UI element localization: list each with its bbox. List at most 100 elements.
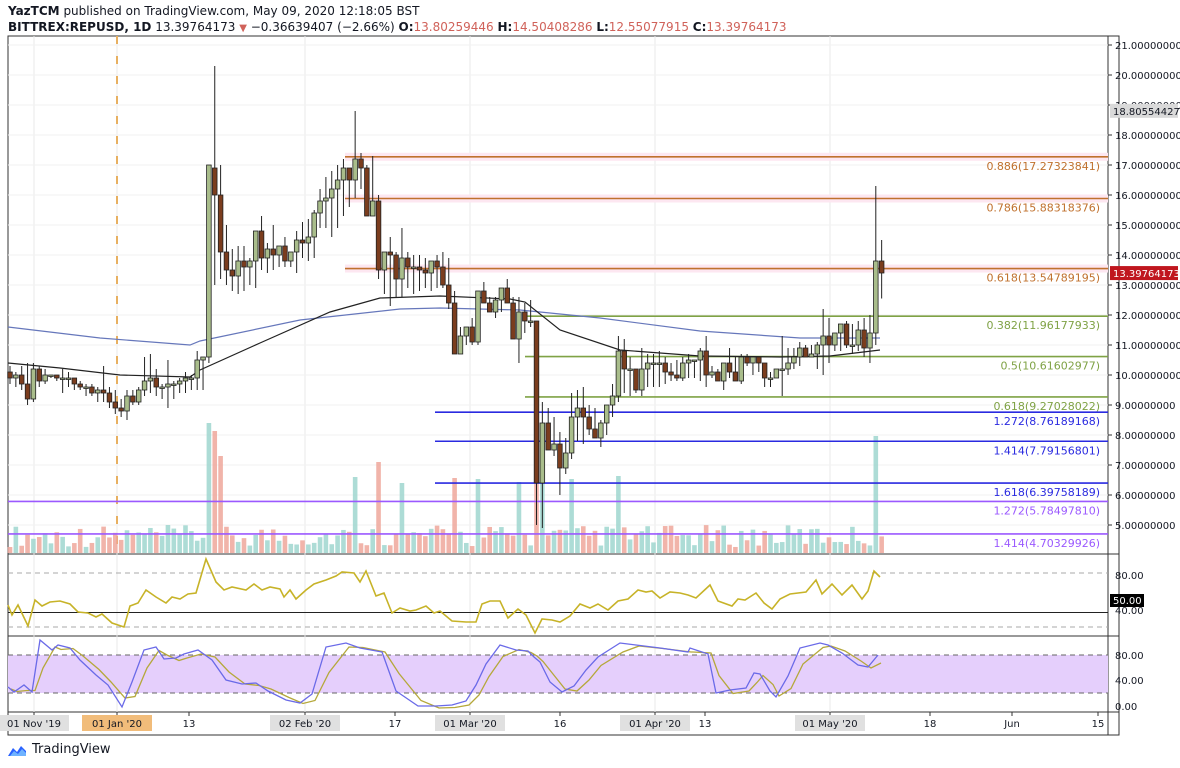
candle[interactable] bbox=[861, 329, 867, 349]
candle[interactable] bbox=[77, 383, 83, 388]
candle[interactable] bbox=[832, 332, 838, 346]
candle[interactable] bbox=[171, 383, 177, 386]
candle[interactable] bbox=[410, 266, 417, 269]
candle[interactable] bbox=[797, 347, 803, 358]
candle[interactable] bbox=[680, 362, 686, 379]
candle[interactable] bbox=[808, 353, 815, 358]
candle[interactable] bbox=[849, 344, 856, 347]
candle[interactable] bbox=[838, 323, 844, 334]
candle[interactable] bbox=[118, 407, 124, 412]
candle[interactable] bbox=[779, 368, 785, 371]
candle[interactable] bbox=[229, 269, 235, 277]
candle[interactable] bbox=[7, 371, 13, 379]
candle[interactable] bbox=[691, 359, 698, 362]
candle[interactable] bbox=[334, 179, 341, 190]
candle[interactable] bbox=[36, 368, 42, 382]
candle[interactable] bbox=[732, 371, 739, 382]
candle[interactable] bbox=[311, 212, 317, 238]
candle[interactable] bbox=[381, 251, 388, 271]
candle[interactable] bbox=[463, 326, 469, 337]
candle[interactable] bbox=[217, 194, 224, 253]
candle[interactable] bbox=[598, 422, 604, 439]
candle[interactable] bbox=[206, 164, 212, 358]
candle[interactable] bbox=[247, 260, 253, 268]
candle[interactable] bbox=[323, 197, 329, 202]
candle[interactable] bbox=[364, 167, 370, 217]
candle[interactable] bbox=[24, 383, 31, 400]
candle[interactable] bbox=[305, 236, 312, 244]
candle[interactable] bbox=[604, 404, 610, 424]
candle[interactable] bbox=[761, 362, 768, 379]
candle[interactable] bbox=[30, 368, 37, 400]
candle[interactable] bbox=[674, 374, 680, 379]
candle[interactable] bbox=[662, 362, 668, 373]
candle[interactable] bbox=[469, 326, 475, 343]
candle[interactable] bbox=[358, 158, 364, 169]
candle[interactable] bbox=[633, 368, 639, 391]
candle[interactable] bbox=[767, 377, 774, 380]
candle[interactable] bbox=[738, 356, 744, 382]
candle[interactable] bbox=[451, 302, 458, 355]
candle[interactable] bbox=[428, 260, 434, 274]
candle[interactable] bbox=[820, 335, 826, 346]
candle[interactable] bbox=[685, 359, 692, 364]
candle[interactable] bbox=[434, 260, 440, 268]
candle[interactable] bbox=[13, 374, 19, 379]
candle[interactable] bbox=[621, 350, 627, 370]
candle[interactable] bbox=[446, 284, 452, 304]
candle[interactable] bbox=[703, 350, 709, 376]
candle[interactable] bbox=[252, 230, 259, 262]
candle[interactable] bbox=[791, 356, 797, 364]
candle[interactable] bbox=[182, 377, 189, 382]
candle[interactable] bbox=[369, 200, 376, 217]
candle[interactable] bbox=[785, 362, 791, 370]
candle[interactable] bbox=[352, 158, 358, 181]
candle[interactable] bbox=[609, 395, 616, 406]
candle[interactable] bbox=[405, 257, 411, 268]
candle[interactable] bbox=[843, 323, 850, 346]
candle[interactable] bbox=[100, 389, 107, 394]
candle[interactable] bbox=[715, 371, 721, 382]
candle[interactable] bbox=[176, 380, 183, 385]
symbol-label[interactable]: BITTREX:REPUSD, 1D bbox=[8, 20, 152, 34]
candle[interactable] bbox=[147, 377, 154, 382]
candle[interactable] bbox=[580, 407, 586, 418]
candle[interactable] bbox=[802, 347, 809, 358]
candle[interactable] bbox=[241, 260, 247, 268]
candle[interactable] bbox=[475, 290, 481, 343]
candle[interactable] bbox=[873, 260, 879, 334]
candle[interactable] bbox=[726, 362, 733, 373]
candle[interactable] bbox=[551, 443, 557, 451]
candle[interactable] bbox=[387, 251, 393, 256]
candle[interactable] bbox=[668, 371, 674, 376]
candle[interactable] bbox=[709, 371, 715, 376]
candle[interactable] bbox=[867, 332, 873, 349]
candle[interactable] bbox=[855, 329, 861, 346]
candle[interactable] bbox=[826, 335, 832, 346]
candle[interactable] bbox=[878, 260, 885, 274]
candle[interactable] bbox=[650, 362, 657, 365]
candle[interactable] bbox=[486, 302, 493, 313]
candle[interactable] bbox=[504, 287, 510, 304]
candle[interactable] bbox=[340, 167, 347, 181]
candle[interactable] bbox=[697, 350, 703, 361]
candle[interactable] bbox=[200, 356, 206, 361]
candle[interactable] bbox=[656, 362, 663, 365]
author-name[interactable]: YazTCM bbox=[8, 4, 60, 18]
candle[interactable] bbox=[440, 266, 446, 286]
candle[interactable] bbox=[527, 320, 534, 323]
candle[interactable] bbox=[212, 167, 218, 196]
candle[interactable] bbox=[194, 359, 200, 379]
candle[interactable] bbox=[346, 167, 352, 181]
candle[interactable] bbox=[416, 266, 423, 271]
candle[interactable] bbox=[48, 374, 54, 377]
candle[interactable] bbox=[188, 377, 195, 380]
candle[interactable] bbox=[557, 443, 563, 469]
candle[interactable] bbox=[135, 389, 142, 403]
candle[interactable] bbox=[235, 260, 241, 277]
candle[interactable] bbox=[568, 416, 575, 454]
candle[interactable] bbox=[276, 245, 282, 256]
candle[interactable] bbox=[54, 374, 60, 379]
candle[interactable] bbox=[317, 200, 323, 214]
candle[interactable] bbox=[159, 386, 165, 389]
